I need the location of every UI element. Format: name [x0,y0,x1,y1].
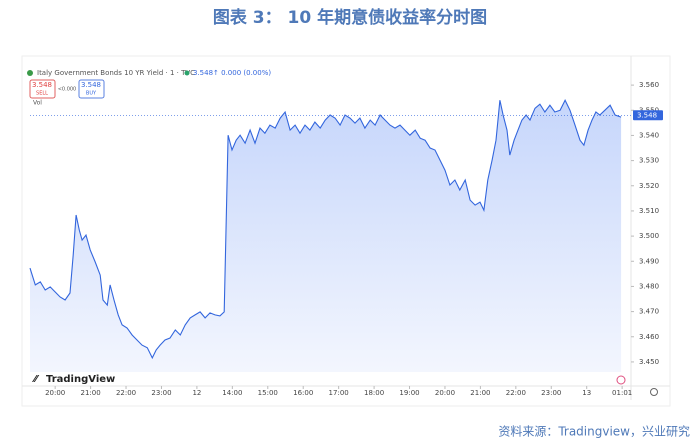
volume-label: Vol [33,100,42,107]
flag-icon [27,70,33,76]
x-tick-label: 12 [192,389,201,397]
x-tick-label: 13 [582,389,591,397]
y-tick-label: 3.510 [639,207,659,215]
buy-label: BUY [86,91,97,97]
x-tick-label: 21:00 [81,389,101,397]
x-tick-label: 16:00 [293,389,313,397]
x-tick-label: 21:00 [470,389,490,397]
x-tick-label: 01:01 [612,389,632,397]
x-tick-label: 14:00 [222,389,242,397]
y-tick-label: 3.450 [639,358,659,366]
symbol: Italy Government Bonds 10 YR Yield · 1 ·… [37,69,195,77]
y-tick-label: 3.480 [639,282,659,290]
brand-logo: ⁄⁄ [32,374,40,385]
x-tick-label: 22:00 [116,389,136,397]
y-tick-label: 3.470 [639,308,659,316]
buy-box[interactable] [78,79,105,99]
x-tick-label: 23:00 [151,389,171,397]
y-tick-label: 3.560 [639,81,659,89]
x-tick-label: 15:00 [258,389,278,397]
y-tick-label: 3.460 [639,333,659,341]
source: 资料来源：Tradingview，兴业研究 [498,424,690,439]
x-tick-label: 23:00 [541,389,561,397]
x-tick-label: 20:00 [45,389,65,397]
y-tick-label: 3.500 [639,232,659,240]
sell-price: 3.548 [32,81,52,89]
last-price-label: 3.548 [637,111,657,119]
event-icon [616,375,626,385]
settings-icon[interactable] [650,388,658,396]
spread: <0.000 [58,87,77,93]
x-tick-label: 20:00 [435,389,455,397]
buy-price: 3.548 [81,81,101,89]
y-tick-label: 3.490 [639,257,659,265]
status-dot [184,70,190,76]
chart-title: 图表 3： 10 年期意债收益率分时图 [213,7,487,28]
y-tick-label: 3.550 [639,106,659,114]
x-tick-label: 19:00 [399,389,419,397]
x-tick-label: 17:00 [329,389,349,397]
line [29,98,622,360]
y-tick-label: 3.540 [639,131,659,139]
quote: 3.548↑ 0.000 (0.00%) [193,69,271,77]
x-tick-label: 22:00 [506,389,526,397]
last-price-tag [633,110,663,121]
brand: TradingView [46,374,115,385]
y-tick-label: 3.530 [639,157,659,165]
area [30,100,622,372]
sell-box[interactable] [29,79,56,99]
sell-label: SELL [36,91,48,97]
y-tick-label: 3.520 [639,182,659,190]
x-tick-label: 18:00 [364,389,384,397]
